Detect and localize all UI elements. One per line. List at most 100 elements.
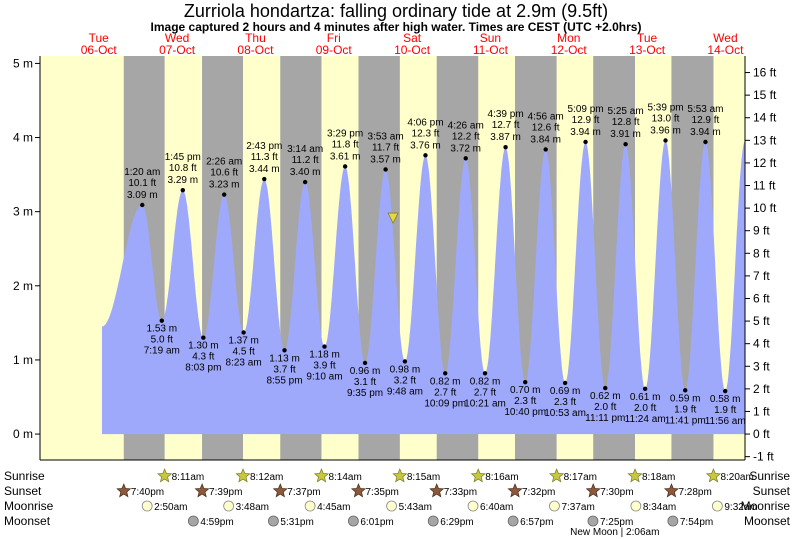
day-name-label: Sat (403, 31, 422, 45)
high-tide-time-label: 2:43 pm (246, 141, 282, 152)
high-tide-ft-label: 11.2 ft (292, 155, 319, 166)
moonrise-moon-icon (304, 500, 316, 512)
low-tide-time-label: 10:09 pm (424, 398, 466, 409)
low-tide-time-label: 11:24 am (625, 414, 666, 425)
high-tide-point (423, 153, 428, 158)
chart-subtitle: Image captured 2 hours and 4 minutes aft… (151, 20, 642, 34)
sunrise-row-label-right: Sunrise (749, 469, 790, 483)
high-tide-time-label: 5:39 pm (647, 103, 683, 114)
low-tide-time-label: 9:48 am (387, 386, 423, 397)
y-right-tick-label: 0 ft (753, 427, 770, 441)
tide-series (102, 140, 745, 435)
high-tide-ft-label: 12.3 ft (412, 128, 440, 139)
high-tide-m-label: 3.40 m (290, 167, 321, 178)
high-tide-time-label: 3:29 pm (327, 128, 363, 139)
low-tide-time-label: 9:10 am (306, 372, 342, 383)
day-name-label: Sun (480, 31, 501, 45)
sunset-time-label: 7:40pm (131, 487, 164, 498)
high-tide-m-label: 3.09 m (127, 190, 158, 201)
day-date-label: 09-Oct (316, 43, 353, 57)
high-tide-point (623, 142, 628, 147)
day-date-label: 06-Oct (81, 43, 118, 57)
moonset-moon-icon (587, 515, 599, 527)
sunrise-star-icon (157, 468, 173, 483)
high-tide-time-label: 1:20 am (124, 167, 160, 178)
high-tide-time-label: 1:45 pm (165, 152, 201, 163)
low-tide-time-label: 8:55 pm (266, 375, 302, 386)
high-tide-m-label: 3.29 m (168, 175, 199, 186)
sunrise-star-icon (235, 468, 251, 483)
low-tide-time-label: 10:21 am (464, 398, 506, 409)
sunrise-time-label: 8:12am (250, 472, 283, 483)
moonset-row-label-left: Moonset (4, 514, 51, 528)
high-tide-ft-label: 11.8 ft (332, 139, 359, 150)
high-tide-ft-label: 10.8 ft (169, 163, 197, 174)
tide-area (102, 140, 745, 435)
moonset-time-label: 4:59pm (200, 517, 233, 528)
sunrise-time-label: 8:15am (407, 472, 440, 483)
high-tide-point (221, 192, 227, 197)
sunrise-star-icon (470, 468, 486, 483)
sunrise-star-icon (705, 468, 721, 483)
high-tide-time-label: 2:26 am (206, 157, 242, 168)
high-tide-m-label: 3.57 m (370, 154, 401, 165)
low-tide-m-label: 0.82 m (470, 376, 501, 387)
low-tide-m-label: 1.18 m (309, 350, 340, 361)
low-tide-ft-label: 5.0 ft (151, 335, 173, 346)
low-tide-time-label: 10:40 pm (504, 407, 546, 418)
low-tide-time-label: 11:41 pm (665, 415, 706, 426)
moonrise-moon-icon (630, 500, 642, 512)
low-tide-ft-label: 3.2 ft (394, 375, 416, 386)
sunrise-time-label: 8:14am (328, 472, 361, 483)
sunset-star-icon (429, 483, 445, 498)
high-tide-point (342, 164, 348, 169)
high-tide-point (503, 144, 508, 150)
high-tide-point (262, 176, 267, 182)
high-tide-ft-label: 12.7 ft (492, 120, 520, 131)
sunrise-star-icon (627, 468, 643, 483)
y-right-tick-label: 13 ft (753, 133, 777, 147)
low-tide-m-label: 1.53 m (147, 324, 178, 335)
low-tide-ft-label: 2.7 ft (434, 387, 456, 398)
low-tide-ft-label: 3.9 ft (313, 361, 335, 372)
low-tide-ft-label: 3.1 ft (354, 377, 376, 388)
moonrise-time-label: 5:43am (399, 502, 432, 513)
low-tide-m-label: 0.82 m (430, 376, 461, 387)
y-right-tick-label: 14 ft (753, 111, 777, 125)
sunset-star-icon (350, 483, 367, 498)
sunset-star-icon (507, 483, 523, 498)
sunrise-star-icon (549, 468, 565, 483)
high-tide-time-label: 5:09 pm (567, 104, 603, 115)
sunset-time-label: 7:35pm (366, 487, 399, 498)
high-tide-ft-label: 12.8 ft (612, 117, 640, 128)
moonset-time-label: 6:01pm (360, 517, 393, 528)
high-tide-time-label: 5:53 am (687, 104, 723, 115)
low-tide-ft-label: 3.7 ft (273, 364, 295, 375)
moonrise-time-label: 4:45am (317, 502, 350, 513)
moonrise-row-label-left: Moonrise (4, 499, 54, 513)
moonrise-moon-icon (141, 500, 153, 512)
y-left-tick-label: 2 m (13, 279, 33, 293)
moonrise-moon-icon (386, 500, 397, 512)
low-tide-m-label: 0.98 m (390, 364, 421, 375)
high-tide-time-label: 4:06 pm (407, 117, 443, 128)
day-name-label: Mon (557, 31, 580, 45)
low-tide-time-label: 8:03 pm (185, 363, 221, 374)
low-tide-time-label: 9:35 pm (347, 388, 383, 399)
moonset-moon-icon (667, 515, 679, 527)
high-tide-m-label: 3.44 m (249, 164, 280, 175)
high-tide-point (383, 167, 388, 172)
y-right-tick-label: 8 ft (753, 246, 770, 260)
high-tide-time-label: 5:25 am (608, 106, 644, 117)
low-tide-point (523, 379, 528, 385)
low-tide-point (402, 359, 408, 364)
moonrise-moon-icon (223, 500, 235, 512)
high-tide-m-label: 3.96 m (650, 126, 681, 137)
low-tide-m-label: 0.96 m (350, 366, 381, 377)
moonset-row-label-right: Moonset (744, 514, 791, 528)
high-tide-ft-label: 11.3 ft (251, 152, 278, 163)
sunset-star-icon (663, 483, 679, 498)
day-date-label: 10-Oct (394, 43, 431, 57)
low-tide-m-label: 1.13 m (269, 353, 300, 364)
